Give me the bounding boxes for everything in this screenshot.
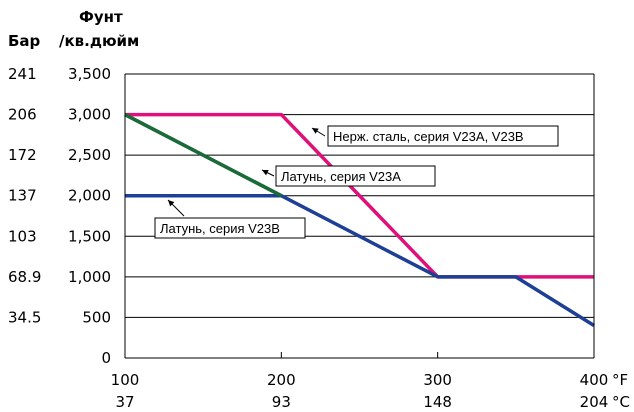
series-label: Нерж. сталь, серия V23A, V23B — [333, 129, 524, 144]
x-tick-label: 300 — [423, 371, 452, 389]
y-tick-label: 500 — [82, 308, 111, 326]
y-tick-label: 1,500 — [68, 227, 111, 245]
y-tick-label-bar: 172 — [8, 146, 37, 164]
x-tick-label: 400 — [580, 371, 609, 389]
x-tick-label-celsius: 204 — [580, 393, 609, 411]
series-line-2-top — [124, 113, 283, 198]
y-header-psi-line2: /кв.дюйм — [59, 32, 139, 50]
callout-box — [327, 125, 559, 147]
x-unit-fahrenheit: °F — [612, 371, 628, 389]
x-tick-label-celsius: 93 — [272, 393, 291, 411]
y-tick-label: 1,000 — [68, 268, 111, 286]
series-callouts: Нерж. сталь, серия V23A, V23B Латунь, сер… — [154, 125, 559, 239]
y-header-psi-line1: Фунт — [79, 8, 123, 26]
x-tick-label: 200 — [267, 371, 296, 389]
y-header-bar: Бар — [8, 32, 41, 50]
y-tick-label-bar: 34.5 — [8, 308, 41, 326]
callout-arrowhead — [168, 200, 175, 207]
callout-arrowhead — [312, 128, 319, 134]
y-tick-label: 2,000 — [68, 187, 111, 205]
y-tick-label-bar: 241 — [8, 65, 37, 83]
axes — [124, 74, 595, 359]
y-tick-label: 2,500 — [68, 146, 111, 164]
y-tick-label-bar: 137 — [8, 187, 37, 205]
x-unit-celsius: °C — [612, 393, 630, 411]
series-lines — [124, 112, 595, 328]
x-tick-label-celsius: 37 — [115, 393, 134, 411]
y-tick-label-bar: 206 — [8, 106, 37, 124]
callout-box — [275, 165, 436, 187]
y-tick-label-bar: 68.9 — [8, 268, 41, 286]
y-tick-label: 3,000 — [68, 106, 111, 124]
y-tick-label: 3,500 — [68, 65, 111, 83]
x-tick-label: 100 — [111, 371, 140, 389]
series-label: Латунь, серия V23B — [160, 221, 280, 236]
callout-box — [154, 217, 306, 239]
series-line-3 — [125, 193, 595, 328]
y-tick-label: 0 — [101, 349, 111, 367]
tick-labels: 0 500 34.5 1,000 68.9 1,500 103 2,000 137 2,500 17… — [8, 65, 608, 411]
callout-arrowhead — [262, 170, 269, 176]
x-tick-label-celsius: 148 — [423, 393, 452, 411]
y-tick-label-bar: 103 — [8, 227, 37, 245]
series-label: Латунь, серия V23A — [281, 169, 401, 184]
